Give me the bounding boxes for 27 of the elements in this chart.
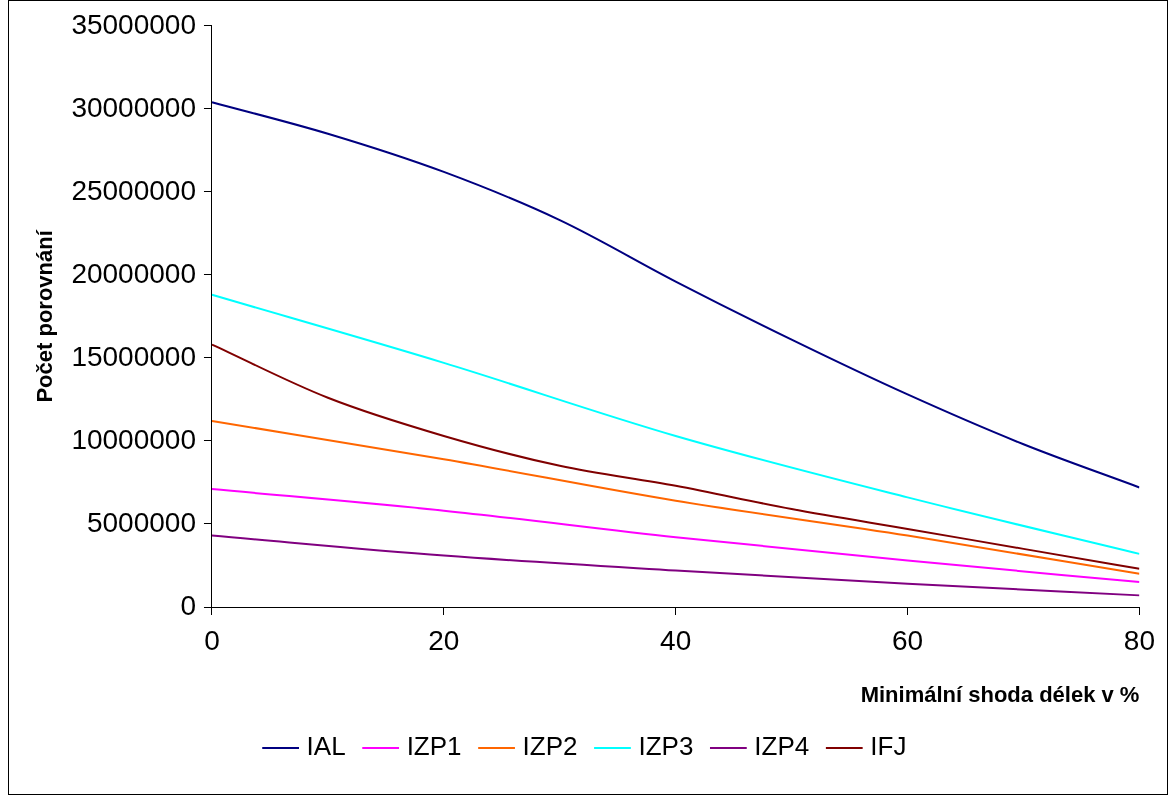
x-tick-label: 80: [1123, 624, 1156, 656]
y-tick-label: 30000000: [71, 91, 196, 123]
legend-label: IAL: [306, 731, 346, 762]
y-tick-label: 20000000: [71, 257, 196, 289]
x-tick-label: 0: [204, 624, 220, 656]
y-tick-label: 10000000: [71, 423, 196, 455]
y-tick-label: 15000000: [71, 340, 196, 372]
legend-label: IZP1: [406, 731, 462, 762]
line-series: [211, 343, 1140, 570]
y-tick-label: 25000000: [71, 174, 196, 206]
y-tick-label: 5000000: [86, 506, 196, 538]
line-series: [211, 488, 1140, 584]
line-series: [211, 293, 1140, 555]
line-series: [211, 534, 1140, 597]
x-tick-label: 20: [428, 624, 460, 656]
x-tick-label: 40: [660, 624, 692, 656]
legend-label: IZP2: [522, 731, 578, 762]
y-tick-label: 0: [180, 589, 196, 621]
legend-label: IZP4: [754, 731, 810, 762]
legend-label: IZP3: [638, 731, 694, 762]
y-axis-title: Počet porovnání: [32, 229, 58, 403]
line-series: [211, 101, 1140, 489]
y-tick-label: 35000000: [71, 8, 196, 40]
legend-label: IFJ: [870, 731, 907, 762]
line-series: [211, 420, 1140, 575]
x-tick-label: 60: [891, 624, 924, 656]
x-axis-title: Minimální shoda délek v %: [860, 681, 1140, 707]
